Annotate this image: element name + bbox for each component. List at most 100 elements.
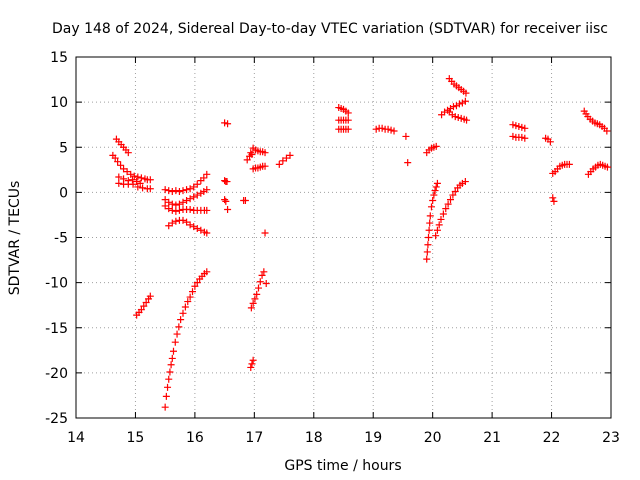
series-arc-n3 <box>549 194 558 205</box>
x-tick-label: 20 <box>424 430 442 446</box>
data-point <box>161 202 169 210</box>
data-point <box>173 330 181 338</box>
data-point <box>518 123 526 131</box>
data-point <box>512 122 520 130</box>
data-point <box>186 206 194 214</box>
data-point <box>168 219 176 227</box>
chart-title: Day 148 of 2024, Sidereal Day-to-day VTE… <box>52 21 608 37</box>
series-arc-n2 <box>549 160 573 177</box>
data-point <box>447 196 454 204</box>
data-point <box>177 316 185 324</box>
data-point <box>461 97 469 105</box>
data-point <box>426 212 434 220</box>
data-point <box>203 186 211 194</box>
data-point <box>186 293 194 301</box>
data-point <box>224 206 232 214</box>
data-point <box>603 127 611 135</box>
data-point <box>442 205 450 213</box>
data-point <box>387 126 395 134</box>
data-point <box>451 187 459 195</box>
x-tick-label: 18 <box>305 430 323 446</box>
data-point <box>549 194 557 202</box>
data-point <box>175 206 183 214</box>
data-point <box>186 185 194 193</box>
y-tick-label: 10 <box>50 95 68 111</box>
data-point <box>183 218 191 226</box>
y-tick-label: -15 <box>45 321 68 337</box>
data-point <box>449 191 457 199</box>
series-arc-m1 <box>509 121 529 132</box>
data-point <box>120 165 128 173</box>
data-point <box>111 154 119 162</box>
data-point <box>193 191 201 199</box>
data-point <box>190 223 198 231</box>
data-point <box>186 195 194 203</box>
data-point <box>221 196 229 204</box>
data-point <box>115 179 123 187</box>
data-point <box>221 119 229 127</box>
data-point <box>437 215 445 223</box>
data-point <box>249 299 257 307</box>
axis-ticks: 14 15 16 17 18 19 20 21 22 23 -25 -20 -15 -10 -5 0 5 10 15 <box>45 50 620 446</box>
data-point <box>168 200 176 208</box>
data-point <box>451 113 459 121</box>
data-point <box>181 303 189 311</box>
data-point <box>454 113 462 121</box>
data-point <box>427 203 435 211</box>
data-point <box>521 124 529 132</box>
data-point <box>248 150 256 158</box>
data-point <box>372 125 380 133</box>
x-tick-label: 17 <box>245 430 263 446</box>
data-point <box>426 219 434 227</box>
data-point <box>241 196 249 204</box>
data-point <box>146 185 154 193</box>
data-point <box>190 193 198 201</box>
data-point <box>509 132 517 140</box>
data-point <box>165 222 173 230</box>
grid <box>76 57 611 418</box>
data-point <box>129 180 137 188</box>
series-arc-h1 <box>275 151 294 168</box>
data-point <box>124 149 132 157</box>
y-tick-label: -25 <box>45 411 68 427</box>
data-point <box>165 205 173 213</box>
data-point <box>123 168 131 176</box>
data-point <box>175 200 183 208</box>
data-point <box>251 295 259 303</box>
data-point <box>262 280 270 288</box>
data-point <box>172 187 180 195</box>
data-point <box>404 159 412 167</box>
data-point <box>166 368 174 376</box>
x-tick-label: 21 <box>483 430 501 446</box>
data-point <box>439 210 447 218</box>
data-point <box>134 183 142 191</box>
data-point <box>165 198 173 206</box>
data-point <box>179 309 187 317</box>
series-arc-o2 <box>584 160 611 178</box>
data-point <box>161 196 169 204</box>
data-point <box>256 278 264 286</box>
data-point <box>565 160 573 168</box>
data-point <box>248 360 256 368</box>
y-tick-label: 15 <box>50 50 68 66</box>
series-arc-d2 <box>161 186 211 209</box>
data-point <box>203 268 211 276</box>
data-point <box>261 149 269 157</box>
data-point <box>344 116 352 124</box>
data-point <box>423 248 431 256</box>
y-axis-label: SDTVAR / TECUs <box>7 181 23 296</box>
data-point <box>253 290 261 298</box>
data-point <box>546 138 554 146</box>
series-arc-k2 <box>423 179 441 263</box>
series-arc-g2 <box>247 356 257 371</box>
data-point <box>179 216 187 224</box>
data-point <box>168 354 176 362</box>
data-point <box>134 173 142 181</box>
x-tick-label: 22 <box>543 430 561 446</box>
data-point <box>224 120 232 128</box>
series-arc-i3 <box>335 125 352 133</box>
data-point <box>247 304 255 312</box>
x-tick-label: 15 <box>127 430 145 446</box>
data-point <box>282 154 290 162</box>
series-arc-i2 <box>335 116 352 124</box>
